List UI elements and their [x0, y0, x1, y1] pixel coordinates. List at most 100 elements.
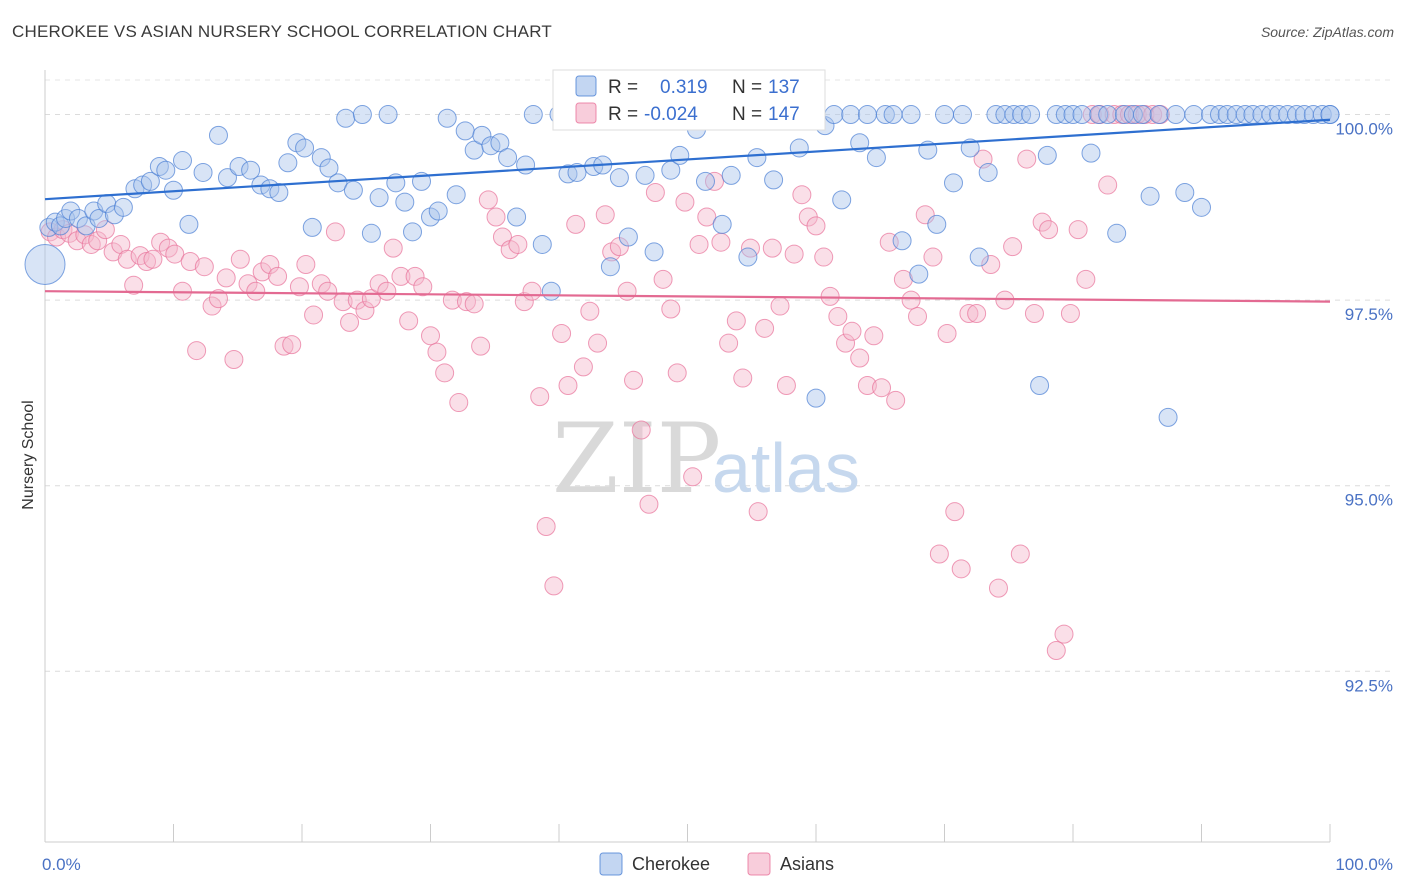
asians-point — [1054, 624, 1074, 644]
asians-point — [1039, 220, 1059, 240]
asians-point — [421, 326, 440, 346]
cherokee-point — [960, 138, 980, 158]
cherokee-point — [635, 165, 655, 185]
cherokee-point — [969, 247, 989, 267]
legend-swatch-asians — [575, 102, 597, 124]
cherokee-point-large — [24, 243, 66, 285]
cherokee-point — [336, 108, 356, 128]
cherokee-point — [952, 105, 972, 125]
cherokee-point — [89, 208, 109, 228]
cherokee-point — [428, 201, 448, 221]
asians-point — [117, 249, 137, 269]
asians-point — [435, 363, 455, 383]
y-tick-label: 92.5% — [1345, 676, 1393, 695]
cherokee-point — [1209, 105, 1229, 125]
asians-point — [857, 375, 877, 395]
y-tick-label: 100.0% — [1335, 120, 1393, 139]
asians-point — [967, 303, 987, 323]
asians-point — [726, 311, 746, 331]
cherokee-point — [523, 105, 543, 125]
asians-point — [405, 266, 425, 286]
asians-point — [864, 326, 884, 346]
asians-point — [661, 299, 681, 319]
cherokee-point — [712, 214, 732, 234]
asians-point — [697, 207, 717, 227]
cherokee-point — [352, 105, 372, 125]
cherokee-point — [1140, 186, 1160, 206]
cherokee-point — [850, 133, 870, 153]
legend-n-label-cherokee: N = — [732, 77, 762, 98]
asians-point — [617, 281, 637, 301]
source-label: Source: ZipAtlas.com — [1260, 24, 1394, 40]
cherokee-point — [695, 171, 715, 191]
asians-point — [536, 517, 556, 537]
asians-point — [981, 254, 1001, 274]
asians-point — [901, 290, 921, 310]
asians-point — [514, 292, 534, 312]
asians-point — [566, 214, 586, 234]
asians-point — [391, 266, 411, 286]
asians-point — [1046, 640, 1066, 660]
asians-point — [850, 348, 870, 368]
asians-point — [143, 249, 163, 269]
cherokee-point — [747, 148, 767, 168]
asians-point — [318, 281, 338, 301]
asians-point — [595, 205, 615, 225]
asians-point — [355, 301, 375, 321]
cherokee-point — [319, 158, 339, 178]
asians-point — [296, 254, 316, 274]
cherokee-point — [1166, 105, 1186, 125]
cherokee-point — [269, 182, 289, 202]
y-tick-label: 97.5% — [1345, 305, 1393, 324]
asians-point — [456, 292, 476, 312]
legend-r-label-cherokee: R = — [608, 77, 638, 98]
cherokee-point — [179, 214, 199, 234]
cherokee-point — [1192, 197, 1211, 217]
cherokee-point — [901, 105, 921, 125]
y-tick-label: 95.0% — [1345, 491, 1393, 510]
cherokee-point — [618, 227, 638, 247]
asians-point — [653, 269, 673, 289]
cherokee-point — [241, 160, 261, 180]
cherokee-point — [1098, 105, 1118, 125]
asians-point — [1032, 212, 1052, 232]
cherokee-point — [721, 165, 741, 185]
cherokee-point — [1287, 105, 1307, 125]
asians-point — [95, 220, 115, 240]
asians-point — [573, 357, 593, 377]
asians-point — [689, 234, 709, 254]
asians-point — [81, 234, 101, 254]
cherokee-point — [978, 162, 998, 182]
top-legend: R = 0.319 N = 137 R = -0.024 N = 147 — [552, 69, 826, 131]
asians-point — [959, 303, 979, 323]
trend-lines — [44, 118, 1331, 303]
cherokee-point — [328, 173, 348, 193]
cherokee-point — [311, 148, 331, 168]
asians-point — [748, 502, 768, 522]
cherokee-point — [378, 105, 398, 125]
asians-point — [252, 262, 272, 282]
bottom-legend-cherokee: Cherokee — [632, 854, 710, 874]
cherokee-point — [738, 247, 758, 267]
asians-point — [792, 185, 812, 205]
asians-point — [427, 342, 447, 362]
asians-point — [67, 231, 87, 251]
legend-n-value-asians: 147 — [768, 104, 800, 125]
asians-point — [806, 216, 826, 236]
asians-point — [1003, 237, 1023, 257]
x-tick-label-min: 0.0% — [42, 855, 81, 874]
cherokee-point — [1030, 375, 1050, 395]
cherokee-point — [113, 197, 133, 217]
asians-point — [1024, 303, 1044, 323]
asians-point — [886, 390, 906, 410]
cherokee-point — [208, 125, 228, 145]
asians-point — [828, 306, 848, 326]
asians-point — [246, 281, 266, 301]
asians-point — [580, 301, 600, 321]
asians-point — [908, 306, 928, 326]
asians-point — [1068, 220, 1088, 240]
cherokee-point — [403, 222, 423, 242]
cherokee-point — [1004, 105, 1024, 125]
cherokee-point — [437, 108, 457, 128]
